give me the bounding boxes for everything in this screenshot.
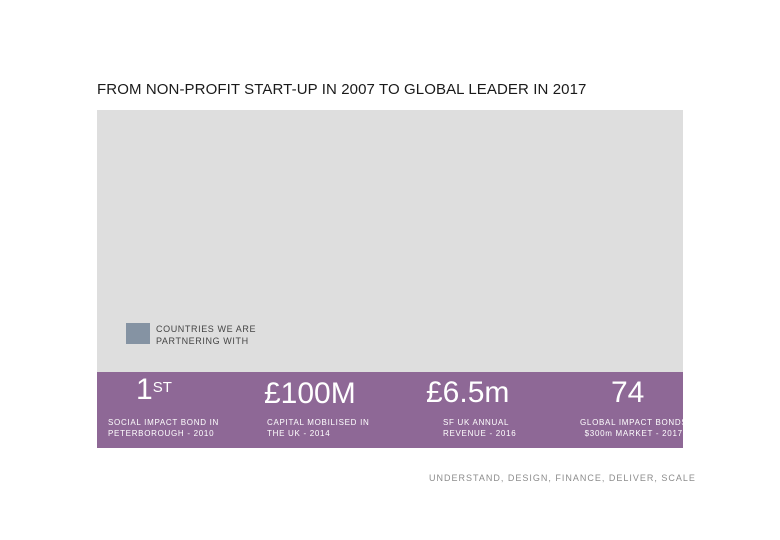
legend-swatch xyxy=(126,323,150,344)
stat-caption-line: GLOBAL IMPACT BONDS xyxy=(580,418,688,427)
legend-label: COUNTRIES WE ARE PARTNERING WITH xyxy=(156,324,257,346)
stat-caption-line: REVENUE - 2016 xyxy=(443,429,517,438)
map-legend: COUNTRIES WE ARE PARTNERING WITH xyxy=(126,323,286,347)
stats-band: 1ST SOCIAL IMPACT BOND IN PETERBOROUGH -… xyxy=(97,372,687,448)
world-map-panel xyxy=(97,110,683,372)
stat-caption-line: SOCIAL IMPACT BOND IN xyxy=(108,418,220,427)
stat-caption: CAPITAL MOBILISED IN THE UK - 2014 xyxy=(267,417,369,439)
stat-value: 74 xyxy=(611,376,645,409)
stat-caption-line: CAPITAL MOBILISED IN xyxy=(267,418,370,427)
stat-caption-line: PETERBOROUGH - 2010 xyxy=(108,429,215,438)
stat-caption-line: THE UK - 2014 xyxy=(267,429,331,438)
stat-ordinal-suffix: ST xyxy=(152,379,172,396)
stat-number: 1 xyxy=(136,373,153,406)
stat-annual-revenue: £6.5m SF UK ANNUAL REVENUE - 2016 xyxy=(397,372,547,448)
stat-global-bonds: 74 GLOBAL IMPACT BONDS $300m MARKET - 20… xyxy=(547,372,687,448)
tagline: UNDERSTAND, DESIGN, FINANCE, DELIVER, SC… xyxy=(429,473,696,483)
stat-value: £100M xyxy=(264,377,356,410)
stat-value: £6.5m xyxy=(426,376,510,409)
stat-first-sib: 1ST SOCIAL IMPACT BOND IN PETERBOROUGH -… xyxy=(97,372,247,448)
stat-caption: SF UK ANNUAL REVENUE - 2016 xyxy=(443,417,516,439)
stat-caption-line: SF UK ANNUAL xyxy=(443,418,510,427)
stat-capital-mobilised: £100M CAPITAL MOBILISED IN THE UK - 2014 xyxy=(247,372,397,448)
stat-caption: GLOBAL IMPACT BONDS $300m MARKET - 2017 xyxy=(580,417,687,439)
stat-value: 1ST xyxy=(136,373,172,407)
slide-title: FROM NON-PROFIT START-UP IN 2007 TO GLOB… xyxy=(97,81,587,98)
stat-caption-line: $300m MARKET - 2017 xyxy=(584,429,683,438)
stat-caption: SOCIAL IMPACT BOND IN PETERBOROUGH - 201… xyxy=(108,417,219,439)
